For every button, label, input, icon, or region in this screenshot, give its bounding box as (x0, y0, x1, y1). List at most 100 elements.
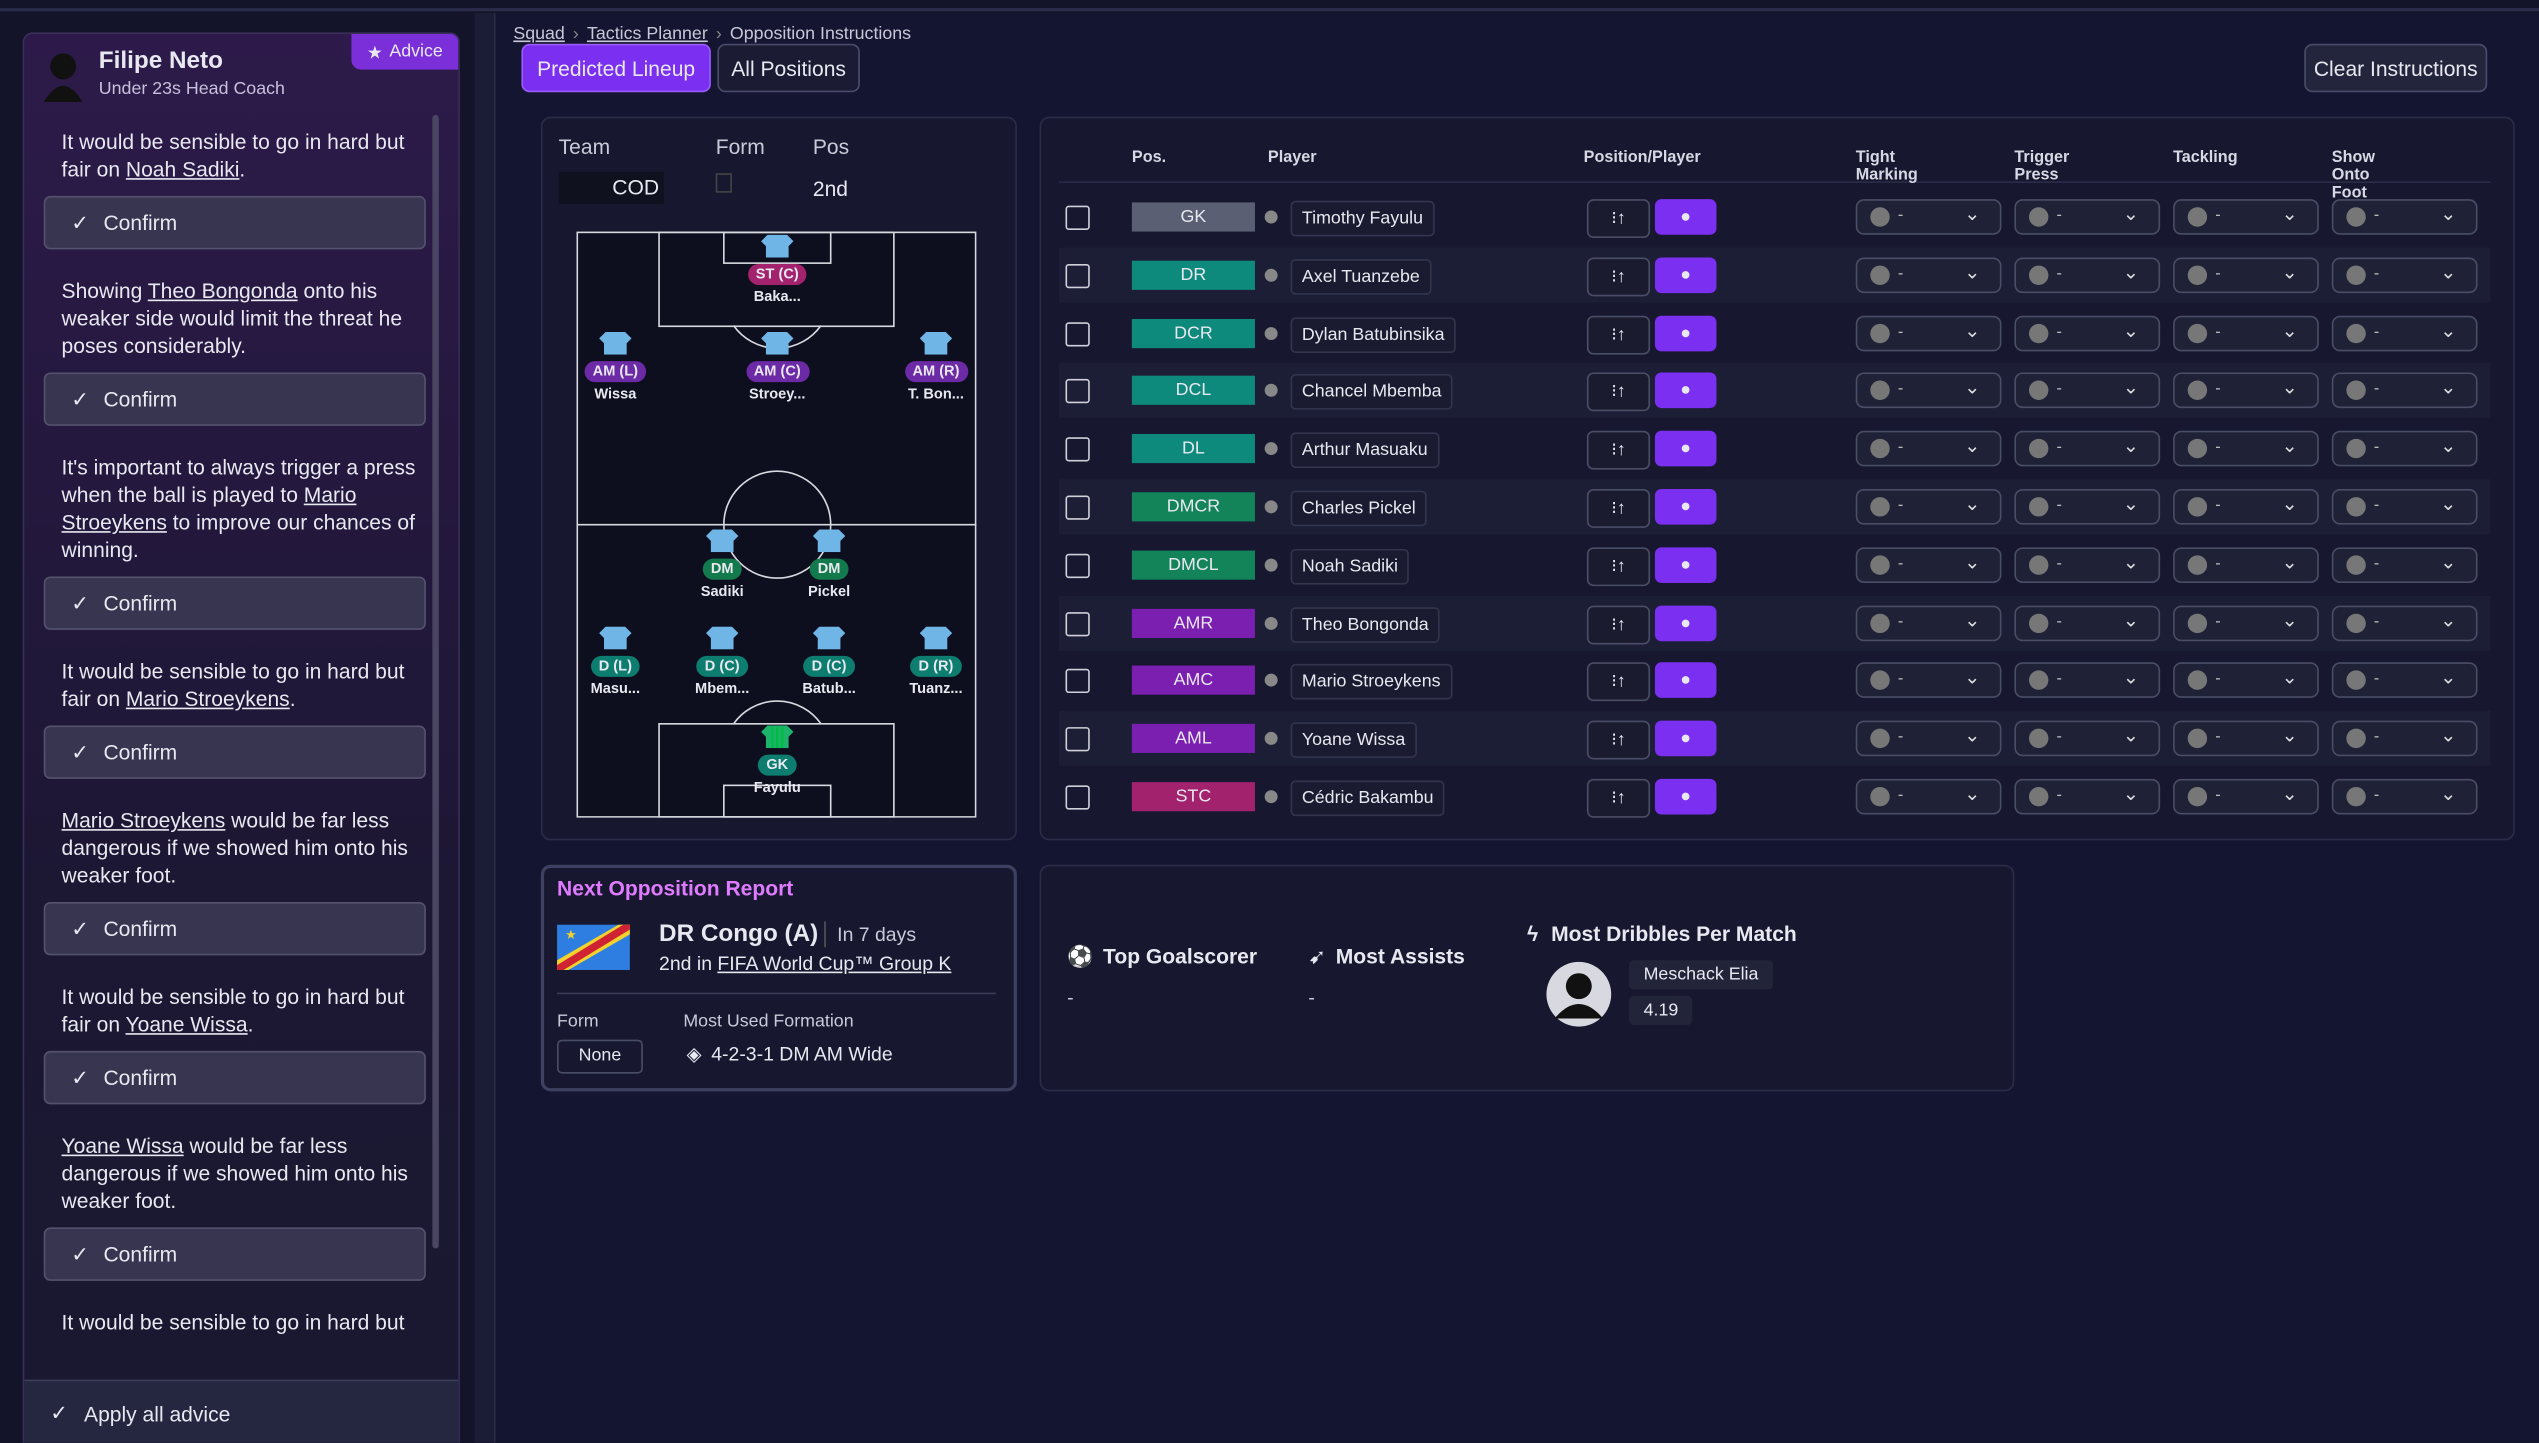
confirm-button[interactable]: ✓ Confirm (43, 1050, 426, 1105)
player-link[interactable]: Yoane Wissa (125, 1012, 248, 1037)
instruction-dropdown[interactable]: - ⌄ (2331, 373, 2478, 409)
instruction-dropdown[interactable]: - ⌄ (1855, 662, 2002, 699)
confirm-button[interactable]: ✓ Confirm (43, 372, 426, 426)
player-link[interactable]: Mario Stroeykens (61, 482, 357, 535)
role-button[interactable]: ⁝↑ (1586, 315, 1651, 354)
instruction-dropdown[interactable]: - ⌄ (2331, 720, 2478, 757)
tab[interactable]: All Positions (717, 43, 860, 93)
player-link[interactable]: Mario Stroeykens (125, 686, 290, 711)
instruction-dropdown[interactable]: - ⌄ (1855, 315, 2002, 351)
instruction-dropdown[interactable]: - ⌄ (2173, 373, 2319, 409)
instruction-dropdown[interactable]: - ⌄ (2331, 489, 2478, 525)
checkbox[interactable] (1065, 205, 1090, 230)
instruction-dropdown[interactable]: - ⌄ (2331, 431, 2478, 467)
instruction-dropdown[interactable]: - ⌄ (1855, 546, 2002, 583)
instruction-dropdown[interactable]: - ⌄ (1855, 373, 2002, 409)
instruction-dropdown[interactable]: - ⌄ (2331, 546, 2478, 583)
instruction-dropdown[interactable]: - ⌄ (2331, 257, 2478, 293)
checkbox[interactable] (1065, 437, 1090, 462)
crumb[interactable]: Tactics Planner (586, 24, 708, 44)
player-name[interactable]: Chancel Mbemba (1290, 374, 1453, 411)
instruction-dropdown[interactable]: - ⌄ (2014, 546, 2161, 583)
instruction-dropdown[interactable]: - ⌄ (2331, 604, 2478, 641)
checkbox[interactable] (1065, 553, 1090, 578)
instruction-dropdown[interactable]: - ⌄ (2173, 720, 2319, 757)
confirm-button[interactable]: ✓ Confirm (43, 576, 426, 630)
role-button[interactable]: ⁝↑ (1586, 199, 1651, 239)
instruction-dropdown[interactable]: - ⌄ (2014, 604, 2161, 641)
clear-button[interactable]: Clear Instructions (2304, 43, 2488, 93)
role-button[interactable]: ⁝↑ (1586, 431, 1651, 470)
instruction-dropdown[interactable]: - ⌄ (1855, 778, 2002, 815)
player-name[interactable]: Arthur Masuaku (1290, 432, 1440, 469)
instruction-dropdown[interactable]: - ⌄ (2014, 489, 2161, 525)
player-button[interactable]: ● (1654, 662, 1717, 699)
checkbox[interactable] (1065, 785, 1090, 810)
player-link[interactable]: Theo Bongonda (147, 278, 298, 303)
instruction-dropdown[interactable]: - ⌄ (2014, 199, 2161, 235)
instruction-dropdown[interactable]: - ⌄ (2331, 662, 2478, 699)
player-link[interactable]: Noah Sadiki (125, 157, 240, 182)
confirm-button[interactable]: ✓ Confirm (43, 195, 426, 250)
player-name[interactable]: Mario Stroeykens (1290, 664, 1452, 701)
instruction-dropdown[interactable]: - ⌄ (2173, 778, 2319, 815)
role-button[interactable]: ⁝↑ (1586, 489, 1651, 528)
player-name[interactable]: Yoane Wissa (1290, 722, 1417, 759)
instruction-dropdown[interactable]: - ⌄ (2331, 199, 2478, 235)
confirm-button[interactable]: ✓ Confirm (43, 901, 426, 956)
instruction-dropdown[interactable]: - ⌄ (1855, 489, 2002, 525)
instruction-dropdown[interactable]: - ⌄ (1855, 431, 2002, 467)
instruction-dropdown[interactable]: - ⌄ (2014, 431, 2161, 467)
checkbox[interactable] (1065, 727, 1090, 752)
instruction-dropdown[interactable]: - ⌄ (2014, 662, 2161, 699)
player-name[interactable]: Dylan Batubinsika (1290, 316, 1456, 353)
player-button[interactable]: ● (1654, 373, 1717, 409)
role-button[interactable]: ⁝↑ (1586, 720, 1651, 760)
group-link[interactable]: FIFA World Cup™ Group K (717, 952, 952, 975)
player-name[interactable]: Cédric Bakambu (1290, 780, 1445, 817)
role-button[interactable]: ⁝↑ (1586, 662, 1651, 702)
checkbox[interactable] (1065, 379, 1090, 404)
role-button[interactable]: ⁝↑ (1586, 257, 1651, 297)
instruction-dropdown[interactable]: - ⌄ (2014, 778, 2161, 815)
role-button[interactable]: ⁝↑ (1586, 604, 1651, 644)
instruction-dropdown[interactable]: - ⌄ (1855, 199, 2002, 235)
instruction-dropdown[interactable]: - ⌄ (2173, 431, 2319, 467)
instruction-dropdown[interactable]: - ⌄ (2331, 315, 2478, 351)
instruction-dropdown[interactable]: - ⌄ (2014, 315, 2161, 351)
instruction-dropdown[interactable]: - ⌄ (2173, 604, 2319, 641)
apply-all-bar[interactable]: ✓ Apply all advice (24, 1379, 459, 1443)
player-name[interactable]: Timothy Fayulu (1290, 200, 1435, 237)
player-button[interactable]: ● (1654, 431, 1717, 467)
checkbox[interactable] (1065, 669, 1090, 694)
advice-badge[interactable]: ★ Advice (351, 34, 459, 70)
instruction-dropdown[interactable]: - ⌄ (2173, 315, 2319, 351)
instruction-dropdown[interactable]: - ⌄ (2173, 199, 2319, 235)
instruction-dropdown[interactable]: - ⌄ (2331, 778, 2478, 815)
instruction-dropdown[interactable]: - ⌄ (2173, 546, 2319, 583)
player-name[interactable]: Charles Pickel (1290, 490, 1428, 527)
player-button[interactable]: ● (1654, 257, 1717, 293)
instruction-dropdown[interactable]: - ⌄ (2014, 720, 2161, 757)
player-button[interactable]: ● (1654, 199, 1717, 235)
instruction-dropdown[interactable]: - ⌄ (2173, 257, 2319, 293)
player-button[interactable]: ● (1654, 489, 1717, 525)
instruction-dropdown[interactable]: - ⌄ (2173, 489, 2319, 525)
player-link[interactable]: Mario Stroeykens (61, 808, 226, 833)
player-button[interactable]: ● (1654, 315, 1717, 351)
role-button[interactable]: ⁝↑ (1586, 373, 1651, 412)
player-name[interactable]: Theo Bongonda (1290, 606, 1441, 643)
player-link[interactable]: Yoane Wissa (61, 1133, 184, 1158)
checkbox[interactable] (1065, 611, 1090, 636)
instruction-dropdown[interactable]: - ⌄ (1855, 720, 2002, 757)
instruction-dropdown[interactable]: - ⌄ (2014, 373, 2161, 409)
crumb[interactable]: Opposition Instructions (729, 24, 912, 44)
instruction-dropdown[interactable]: - ⌄ (1855, 604, 2002, 641)
confirm-button[interactable]: ✓ Confirm (43, 725, 426, 779)
player-name[interactable]: Axel Tuanzebe (1290, 258, 1432, 295)
player-button[interactable]: ● (1654, 604, 1717, 641)
crumb[interactable]: Squad (513, 24, 565, 44)
player-button[interactable]: ● (1654, 546, 1717, 583)
tab[interactable]: Predicted Lineup (521, 43, 711, 93)
player-button[interactable]: ● (1654, 778, 1717, 815)
